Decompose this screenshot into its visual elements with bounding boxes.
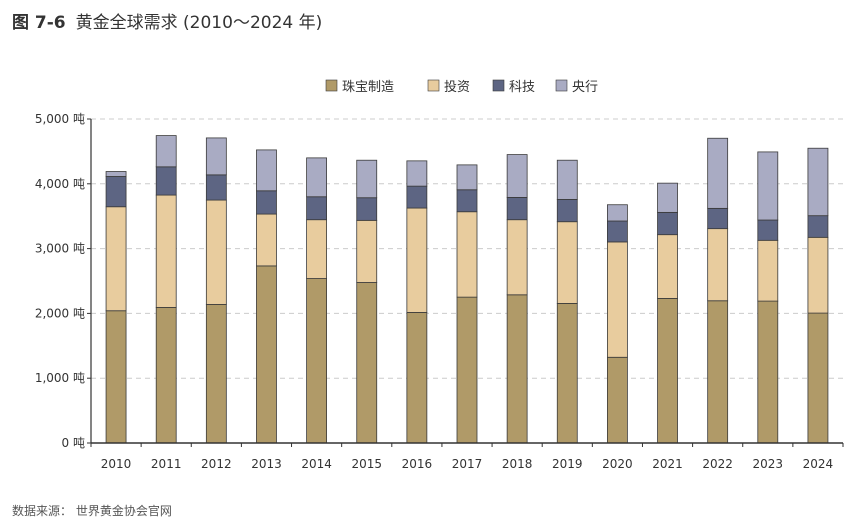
bar-segment [707,228,729,302]
bar-segment [456,296,478,444]
bar-segment [155,307,177,444]
bar-segment [356,219,378,283]
bar-segment [707,207,729,230]
bar-segment [406,160,428,187]
bar-segment [205,304,227,444]
bar-segment [256,265,277,444]
legend-label: 科技 [509,80,535,95]
bar-segment [807,312,829,444]
legend-swatch [492,79,505,92]
legend-swatch [325,79,338,92]
x-tick-label: 2014 [301,457,332,471]
y-tick-label: 0 吨 [62,436,85,450]
bar-segment [506,294,528,444]
legend-swatch [555,79,568,92]
x-tick-label: 2024 [803,457,834,471]
bar-segment [205,199,227,305]
y-tick-label: 4,000 吨 [35,177,85,191]
bar-segment [556,159,578,200]
bar-segment [657,211,678,236]
x-tick-label: 2012 [201,457,232,471]
figure-label: 图 7-6 [12,13,66,33]
bar-segment [205,137,227,176]
bar-segment [256,213,277,267]
bar-segment [306,196,328,221]
bar-segment [356,159,378,199]
source-note: 数据来源： 世界黄金协会官网 [12,504,172,518]
bar-segment [406,185,428,209]
legend-label: 珠宝制造 [342,80,394,95]
x-tick-label: 2021 [652,457,683,471]
bar-segment [657,234,678,299]
x-tick-label: 2019 [552,457,583,471]
bar-segment [306,278,328,444]
bar-segment [757,239,779,302]
y-tick-label: 3,000 吨 [35,242,85,256]
bar-segment [456,164,478,191]
legend-label: 投资 [444,79,470,95]
x-tick-label: 2017 [452,457,483,471]
chart-title: 图 7-6 黄金全球需求 (2010～2024 年) [12,8,322,33]
x-tick-label: 2015 [351,457,382,471]
bar-segment [657,182,678,213]
x-tick-label: 2023 [753,457,784,471]
bar-segment [607,204,628,222]
bar-segment [506,154,528,198]
bar-segment [406,312,428,444]
x-tick-label: 2016 [402,457,433,471]
bar-segment [306,219,328,279]
bar-segment [356,282,378,444]
bar-segment [757,300,779,444]
bar-segment [155,135,177,168]
bar-segment [306,157,328,198]
bar-segment [807,147,829,217]
bar-segment [556,303,578,444]
bar-segment [406,207,428,313]
bar-segment [456,189,478,213]
legend-label: 央行 [572,80,598,95]
bar-segment [657,298,678,444]
x-tick-label: 2018 [502,457,533,471]
bar-segment [556,221,578,304]
bar-segment [105,171,127,177]
bar-segment [105,206,127,312]
y-tick-label: 2,000 吨 [35,306,85,320]
x-tick-label: 2010 [101,457,132,471]
x-tick-label: 2013 [251,457,282,471]
bar-segment [256,190,277,215]
bar-segment [105,176,127,208]
x-tick-label: 2022 [702,457,733,471]
bar-segment [456,211,478,298]
bar-segment [607,241,628,358]
bar-segment [256,149,277,192]
y-tick-label: 1,000 吨 [35,371,85,385]
bar-segment [506,197,528,221]
legend-swatch [427,79,440,92]
bar-segment [556,199,578,223]
bar-segment [205,174,227,201]
bar-segment [607,220,628,243]
bar-segment [707,300,729,444]
bar-segment [155,166,177,196]
bar-segment [757,219,779,241]
x-tick-label: 2011 [151,457,182,471]
bar-segment [607,356,628,444]
bar-segment [707,137,729,209]
title-text: 黄金全球需求 (2010～2024 年) [75,13,323,33]
bar-segment [807,215,829,238]
bar-segment [155,194,177,308]
bar-segment [356,197,378,221]
bar-segment [807,236,829,314]
bar-segment [506,219,528,296]
y-tick-label: 5,000 吨 [35,112,85,126]
bar-segment [757,151,779,221]
x-tick-label: 2020 [602,457,633,471]
bar-segment [105,310,127,444]
